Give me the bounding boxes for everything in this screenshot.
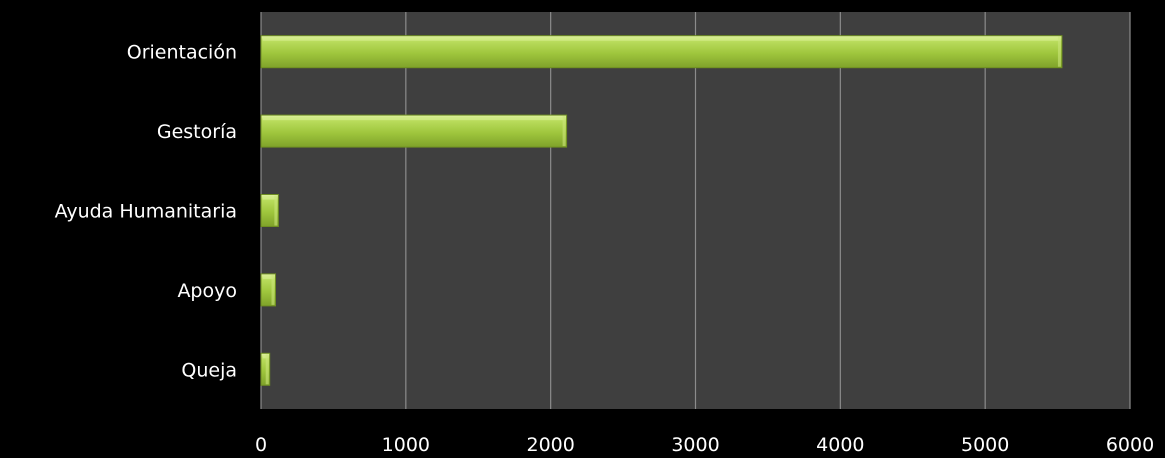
category-labels: Orientación Gestoría Ayuda Humanitaria Apoy… [55, 42, 237, 382]
bars [260, 35, 1063, 386]
bar-rect [260, 114, 568, 148]
category-label: Queja [181, 359, 237, 381]
x-tick-label: 0 [255, 434, 267, 454]
bar-1 [260, 35, 1063, 69]
category-label: Gestoría [157, 121, 237, 143]
bar-end-bevel [562, 116, 566, 147]
bar-highlight [263, 275, 274, 279]
x-tick-label: 6000 [1106, 434, 1154, 454]
bar-highlight [263, 37, 1060, 41]
category-label: Orientación [127, 42, 237, 64]
x-tick-label: 4000 [816, 434, 864, 454]
grid-lines [260, 12, 1131, 409]
bar-3 [260, 194, 279, 227]
x-axis-tick-labels: 0 1000 2000 3000 4000 5000 6000 [255, 434, 1154, 456]
bar-highlight [263, 196, 277, 200]
bar-end-bevel [271, 274, 275, 305]
bar-end-bevel [1057, 36, 1061, 67]
bar-4 [260, 273, 276, 307]
bar-rect [260, 194, 279, 227]
x-tick-label: 2000 [526, 434, 574, 454]
bar-highlight [263, 117, 565, 121]
bar-end-bevel [274, 195, 278, 226]
bar-end-bevel [265, 354, 269, 385]
bar-rect [260, 35, 1063, 69]
x-tick-label: 1000 [382, 434, 430, 454]
x-tick-label: 3000 [671, 434, 719, 454]
category-label: Ayuda Humanitaria [55, 201, 237, 223]
bar-5 [260, 352, 271, 386]
category-label: Apoyo [177, 280, 237, 302]
bar-2 [260, 114, 568, 148]
x-tick-label: 5000 [961, 434, 1009, 454]
bar-highlight [263, 355, 268, 359]
bar-rect [260, 352, 271, 386]
